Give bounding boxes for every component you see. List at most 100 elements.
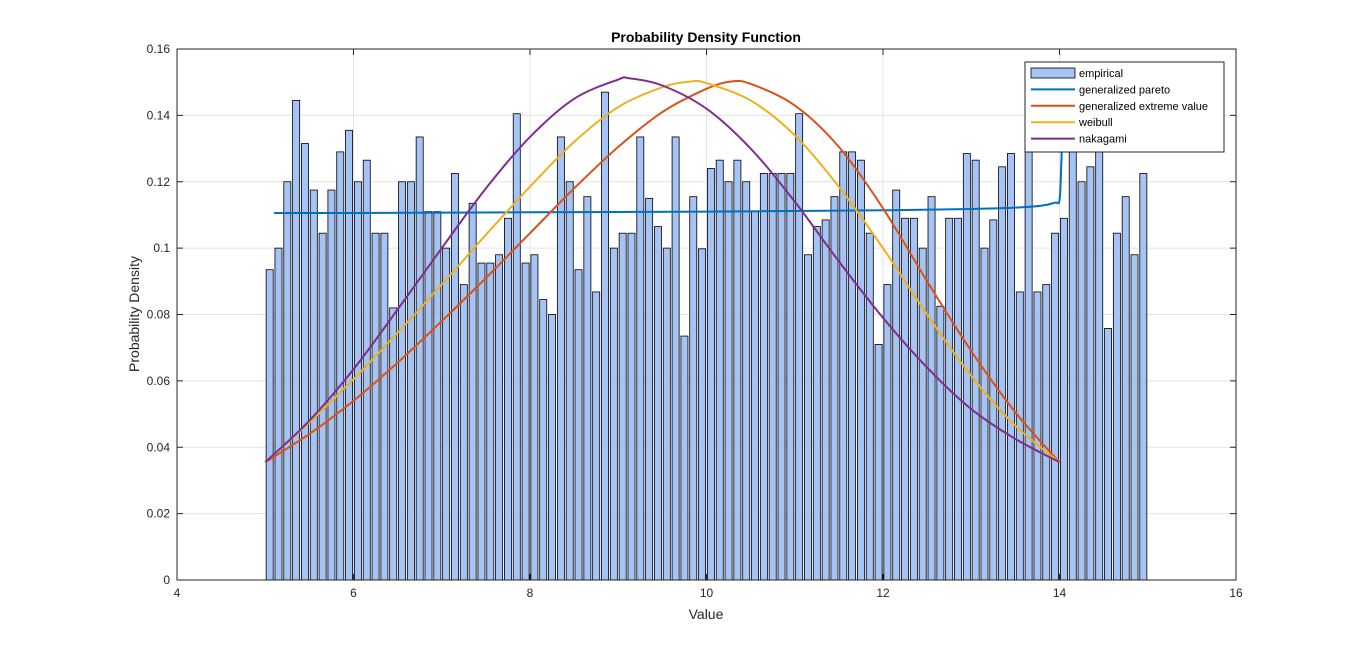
- histogram-bar: [733, 159, 742, 581]
- y-tick-label: 0.06: [147, 374, 171, 388]
- histogram-bar: [927, 196, 936, 581]
- histogram-bar: [1024, 151, 1033, 581]
- histogram-bar: [371, 232, 380, 581]
- histogram-bar: [874, 343, 883, 581]
- y-axis-label: Probability Density: [126, 256, 142, 372]
- histogram-bar: [1104, 328, 1112, 581]
- histogram-bar: [362, 159, 371, 581]
- curve-generalized-pareto: [274, 115, 1065, 214]
- histogram-bar: [751, 211, 759, 581]
- histogram-bar: [353, 181, 362, 581]
- histogram-bar: [530, 254, 539, 581]
- histogram-bar: [671, 136, 680, 581]
- histogram-bar: [565, 181, 574, 581]
- histogram-bar: [1051, 232, 1060, 581]
- histogram-bar: [795, 113, 804, 581]
- y-tick-label: 0.14: [147, 108, 171, 122]
- axis-ticks: 4 6 8 10 12 14 16 0 0.02 0.04 0.06 0.08 0.1 0.12 0.14 0…: [147, 42, 1243, 600]
- histogram-bar: [909, 217, 918, 581]
- histogram-bar: [812, 226, 821, 581]
- histogram-bar: [521, 262, 530, 581]
- x-tick-label: 12: [876, 586, 890, 600]
- histogram-bar: [768, 173, 777, 581]
- histogram-bar: [662, 247, 671, 581]
- histogram-bar: [442, 247, 451, 581]
- histogram-bar: [1139, 173, 1148, 581]
- x-tick-label: 6: [350, 586, 357, 600]
- histogram-bar: [636, 136, 645, 581]
- histogram-bar: [406, 181, 415, 581]
- histogram-bar: [283, 181, 292, 581]
- histogram-bar: [433, 211, 442, 581]
- histogram-bar: [274, 247, 283, 581]
- curve-weibull: [264, 79, 1061, 463]
- histogram-bar: [680, 335, 689, 581]
- histogram-bar: [336, 151, 345, 581]
- histogram-bar: [645, 197, 654, 581]
- y-tick-label: 0.04: [147, 440, 171, 454]
- histogram-bar: [548, 314, 556, 581]
- histogram-bar: [1015, 291, 1024, 581]
- histogram-bar: [380, 232, 389, 581]
- histogram-bar: [971, 159, 980, 581]
- histogram-bar: [477, 262, 486, 581]
- legend-label: generalized pareto: [1079, 84, 1170, 96]
- histogram-bar: [1095, 136, 1104, 581]
- legend-label: generalized extreme value: [1079, 101, 1208, 113]
- histogram-bar: [1130, 254, 1139, 581]
- x-tick-label: 14: [1053, 586, 1067, 600]
- histogram-bar: [821, 219, 830, 581]
- x-tick-label: 8: [527, 586, 534, 600]
- legend-label: nakagami: [1079, 134, 1127, 146]
- histogram-bar: [777, 173, 786, 581]
- histogram-bar: [618, 232, 627, 581]
- histogram-bar: [459, 284, 468, 581]
- histogram-bar: [980, 247, 989, 581]
- histogram-bar: [759, 173, 768, 581]
- histogram-bar: [504, 217, 512, 581]
- y-tick-label: 0.12: [147, 175, 171, 189]
- histogram-bar: [1121, 196, 1130, 581]
- histogram-bar: [609, 247, 618, 581]
- histogram-bar: [883, 284, 892, 581]
- histogram-bar: [601, 91, 609, 581]
- x-tick-label: 4: [174, 586, 181, 600]
- legend-label: empirical: [1079, 68, 1123, 80]
- histogram-bar: [654, 226, 662, 581]
- x-tick-label: 16: [1229, 586, 1243, 600]
- histogram-bar: [1042, 284, 1051, 581]
- histogram-bar: [345, 129, 354, 581]
- histogram-bar: [265, 269, 274, 581]
- histogram-bar: [627, 232, 636, 581]
- histogram-bar: [512, 113, 521, 581]
- histogram-bar: [892, 189, 901, 581]
- histogram-bar: [592, 291, 601, 581]
- y-tick-label: 0.1: [153, 241, 170, 255]
- x-axis-label: Value: [689, 606, 724, 622]
- histogram-bar: [839, 151, 848, 581]
- legend-label: weibull: [1078, 117, 1113, 129]
- histogram-bar: [301, 143, 309, 581]
- histogram-bar: [742, 181, 751, 581]
- histogram-bar: [1007, 153, 1015, 581]
- histogram-bar: [724, 181, 733, 581]
- histogram-bar: [901, 217, 909, 581]
- histogram-bar: [398, 181, 406, 581]
- y-tick-label: 0: [163, 573, 170, 587]
- fit-curves: [264, 76, 1065, 464]
- histogram-bar: [468, 202, 477, 581]
- histogram-bar: [389, 307, 398, 581]
- histogram-bar: [786, 173, 795, 581]
- histogram-bar: [804, 254, 812, 581]
- histogram-bar: [689, 196, 698, 581]
- histogram-bar: [1086, 166, 1095, 581]
- histogram-bar: [706, 168, 715, 581]
- histogram-bar: [698, 248, 707, 581]
- histogram-bar: [1077, 181, 1086, 581]
- histogram-bar: [1068, 78, 1077, 581]
- histogram-bar: [998, 166, 1007, 581]
- curve-generalized-extreme-value: [264, 79, 1061, 464]
- x-tick-label: 10: [700, 586, 714, 600]
- histogram-bar: [865, 232, 874, 581]
